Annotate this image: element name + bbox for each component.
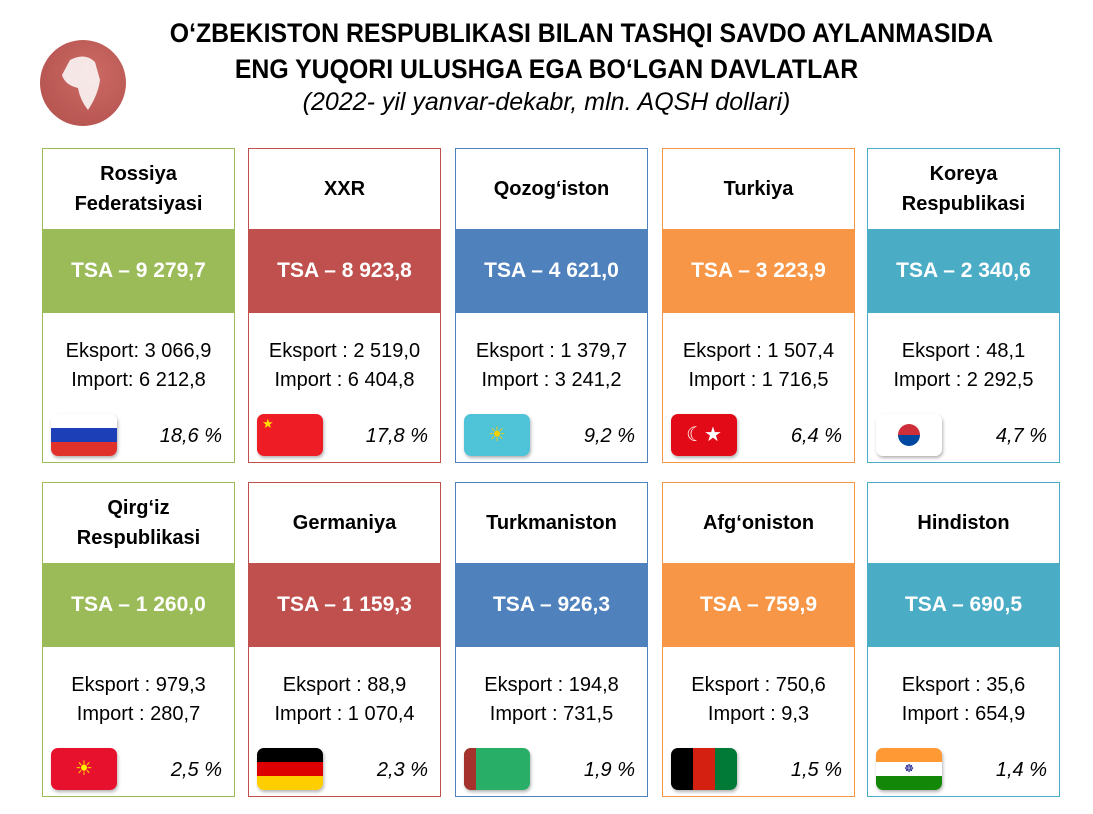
afghanistan-flag-icon [671, 748, 737, 790]
russia-flag-icon [51, 414, 117, 456]
share-percent: 2,5 % [170, 759, 222, 781]
country-card: Koreya Respublikasi TSA – 2 340,6 Ekspor… [867, 148, 1060, 463]
export-value: Eksport : 194,8 [484, 674, 619, 696]
share-percent: 17,8 % [365, 425, 428, 447]
import-value: Import : 731,5 [489, 703, 614, 725]
title-line-1: O‘ZBEKISTON RESPUBLIKASI BILAN TASHQI SA… [169, 18, 994, 48]
country-card: Hindiston TSA – 690,5 Eksport : 35,6 Impo… [867, 482, 1060, 797]
import-value: Import : 654,9 [901, 703, 1026, 725]
share-percent: 2,3 % [376, 759, 428, 781]
korea-flag-icon [876, 414, 942, 456]
share-percent: 6,4 % [790, 425, 842, 447]
country-card: XXR TSA – 8 923,8 Eksport : 2 519,0 Impor… [248, 148, 441, 463]
share-percent: 1,4 % [995, 759, 1047, 781]
export-value: Eksport : 750,6 [691, 674, 826, 696]
country-card: Rossiya Federatsiyasi TSA – 9 279,7 Eksp… [42, 148, 235, 463]
export-value: Eksport : 88,9 [282, 674, 407, 696]
country-card: Turkiya TSA – 3 223,9 Eksport : 1 507,4 I… [662, 148, 855, 463]
country-name: Qirg‘iz Respublikasi [76, 497, 201, 549]
kazakhstan-flag-icon: ☀ [464, 414, 530, 456]
trade-turnover: TSA – 2 340,6 [868, 229, 1059, 313]
country-card: Germaniya TSA – 1 159,3 Eksport : 88,9 Im… [248, 482, 441, 797]
india-flag-icon: ☸ [876, 748, 942, 790]
import-value: Import : 280,7 [76, 703, 201, 725]
trade-turnover: TSA – 759,9 [663, 563, 854, 647]
trade-turnover: TSA – 926,3 [456, 563, 647, 647]
turkey-flag-icon: ☾★ [671, 414, 737, 456]
trade-turnover: TSA – 690,5 [868, 563, 1059, 647]
share-percent: 1,5 % [790, 759, 842, 781]
export-value: Eksport : 35,6 [901, 674, 1026, 696]
trade-turnover: TSA – 8 923,8 [249, 229, 440, 313]
country-name: Hindiston [917, 512, 1010, 534]
country-name: Afg‘oniston [702, 512, 815, 534]
share-percent: 1,9 % [583, 759, 635, 781]
globe-logo-icon [40, 40, 126, 126]
trade-turnover: TSA – 1 260,0 [43, 563, 234, 647]
import-value: Import : 3 241,2 [481, 369, 622, 391]
export-value: Eksport : 48,1 [901, 340, 1026, 362]
title-line-2: ENG YUQORI ULUSHGA EGA BO‘LGAN DAVLATLAR [234, 54, 859, 84]
turkmenistan-flag-icon [464, 748, 530, 790]
country-name: Qozog‘iston [493, 178, 610, 200]
country-name: Koreya Respublikasi [901, 163, 1026, 215]
trade-turnover: TSA – 4 621,0 [456, 229, 647, 313]
import-value: Import : 6 404,8 [274, 369, 415, 391]
export-value: Eksport : 1 507,4 [682, 340, 835, 362]
export-value: Eksport : 979,3 [71, 674, 206, 696]
export-value: Eksport : 1 379,7 [475, 340, 628, 362]
share-percent: 18,6 % [159, 425, 222, 447]
kyrgyzstan-flag-icon: ☀ [51, 748, 117, 790]
trade-turnover: TSA – 9 279,7 [43, 229, 234, 313]
trade-turnover: TSA – 3 223,9 [663, 229, 854, 313]
import-value: Import : 1 070,4 [274, 703, 415, 725]
country-name: Germaniya [292, 512, 397, 534]
country-name: Rossiya Federatsiyasi [74, 163, 203, 215]
share-percent: 4,7 % [995, 425, 1047, 447]
import-value: Import: 6 212,8 [71, 369, 206, 391]
export-value: Eksport : 2 519,0 [268, 340, 421, 362]
country-card: Qozog‘iston TSA – 4 621,0 Eksport : 1 37… [455, 148, 648, 463]
germany-flag-icon [257, 748, 323, 790]
country-name: Turkmaniston [486, 512, 617, 534]
import-value: Import : 2 292,5 [893, 369, 1034, 391]
country-name: XXR [323, 178, 366, 200]
country-card: Afg‘oniston TSA – 759,9 Eksport : 750,6 I… [662, 482, 855, 797]
subtitle: (2022- yil yanvar-dekabr, mln. AQSH doll… [302, 88, 791, 116]
import-value: Import : 9,3 [707, 703, 810, 725]
share-percent: 9,2 % [583, 425, 635, 447]
country-card: Turkmaniston TSA – 926,3 Eksport : 194,8… [455, 482, 648, 797]
export-value: Eksport: 3 066,9 [65, 340, 212, 362]
import-value: Import : 1 716,5 [688, 369, 829, 391]
country-name: Turkiya [723, 178, 794, 200]
country-card: Qirg‘iz Respublikasi TSA – 1 260,0 Ekspo… [42, 482, 235, 797]
trade-turnover: TSA – 1 159,3 [249, 563, 440, 647]
china-flag-icon: ★ [257, 414, 323, 456]
